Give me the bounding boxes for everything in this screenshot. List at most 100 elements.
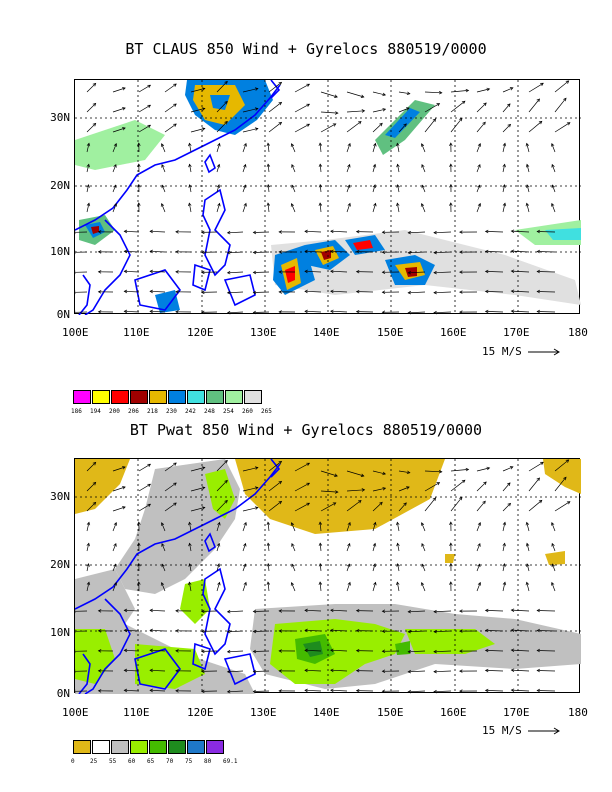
wind-vector-head — [403, 502, 407, 506]
wind-vector-head — [433, 689, 437, 694]
wind-vector-head — [252, 609, 257, 614]
wind-vector — [511, 669, 530, 672]
wind-vector-head — [507, 502, 512, 507]
wind-vector-head — [459, 290, 463, 294]
wind-vector-head — [334, 473, 338, 477]
wind-vector — [398, 91, 410, 95]
legend-swatch — [73, 390, 91, 404]
wind-vector — [528, 121, 543, 133]
wind-vector — [320, 470, 338, 477]
wind-vector-head — [306, 462, 311, 466]
wind-vector-head — [563, 476, 567, 481]
lon-label-120e: 120E — [187, 326, 214, 339]
wind-vector-head — [421, 563, 425, 568]
wind-vector-head — [278, 101, 283, 106]
wind-vector-head — [459, 250, 463, 254]
wind-vector-head — [381, 689, 386, 694]
wind-vector-head — [123, 229, 128, 234]
wind-vector-head — [502, 581, 507, 586]
wind-vector — [86, 164, 90, 173]
wind-vector — [346, 203, 351, 213]
wind-vector-head — [459, 496, 463, 501]
legend-swatch — [187, 740, 205, 754]
wind-vector-head — [536, 289, 541, 294]
wind-vector-head — [217, 581, 221, 586]
wind-vector-head — [372, 563, 377, 567]
wind-vector-head — [465, 88, 470, 93]
wind-vector-head — [330, 628, 334, 633]
wind-vector-head — [290, 203, 295, 207]
wind-vector-head — [243, 142, 247, 147]
wind-vector — [537, 311, 556, 313]
wind-vector-head — [266, 542, 271, 547]
wind-vector-head — [226, 270, 231, 275]
wind-vector-head — [254, 87, 259, 91]
wind-vector — [330, 290, 348, 293]
wind-vector — [421, 203, 426, 213]
wind-vector-head — [216, 163, 221, 168]
wind-vector — [372, 123, 383, 133]
wind-vector-head — [536, 628, 541, 633]
wind-vector-head — [465, 467, 470, 472]
wind-vector — [253, 311, 270, 313]
wind-vectors — [75, 80, 571, 315]
wind-vector-head — [226, 669, 231, 674]
wind-vector-head — [224, 120, 228, 125]
wind-vector — [190, 507, 205, 512]
wind-vector — [330, 270, 348, 273]
wind-vector-head — [318, 542, 323, 547]
wind-vector-head — [355, 309, 360, 314]
wind-vector — [319, 582, 322, 592]
wind-vector — [346, 500, 362, 512]
wind-vector-head — [420, 143, 425, 147]
wind-vector-head — [113, 184, 117, 189]
wind-vector — [150, 230, 166, 233]
wind-vector — [189, 522, 192, 532]
wind-vector-head — [226, 649, 231, 654]
wind-vector-head — [538, 499, 543, 504]
wind-vector — [227, 251, 244, 254]
wind-vector-head — [421, 164, 425, 168]
wind-vector — [138, 84, 151, 93]
wind-vector — [86, 563, 89, 572]
wind-vector-head — [224, 499, 228, 504]
wind-vector — [253, 271, 270, 273]
wind-vector-head — [347, 202, 351, 207]
wind-vector-head — [449, 183, 453, 188]
wind-vector — [398, 470, 410, 474]
wind-vector-head — [304, 309, 308, 314]
wind-vector — [291, 203, 296, 213]
wind-vector-head — [361, 488, 366, 492]
wind-vector — [320, 91, 338, 98]
wind-vector — [408, 610, 426, 613]
wind-vector — [408, 650, 426, 653]
wind-vector — [528, 477, 540, 492]
wind-vector — [150, 649, 166, 652]
legend-swatch — [111, 390, 129, 404]
wind-vector — [346, 110, 365, 113]
wind-vector-head — [355, 269, 360, 274]
lat-label-0n: 0N — [56, 308, 70, 321]
wind-vector-head — [149, 289, 153, 294]
wind-vector-head — [97, 689, 102, 693]
wind-vector-head — [306, 502, 311, 506]
wind-vector — [304, 270, 322, 273]
pwat-shading — [75, 459, 581, 694]
wind-vector — [485, 231, 504, 233]
wind-vector-head — [406, 470, 411, 475]
wind-vector — [86, 123, 96, 133]
wind-vector — [372, 164, 376, 173]
wind-vector-head — [381, 270, 386, 275]
wind-vector-head — [525, 202, 530, 207]
wind-vector-head — [484, 668, 489, 673]
pwat-wind-map — [74, 458, 581, 694]
wind-vector-head — [381, 649, 386, 654]
wind-vector-head — [149, 668, 153, 673]
wind-vector-head — [484, 648, 489, 653]
wind-vector-head — [382, 108, 387, 112]
wind-vector — [450, 479, 466, 492]
wind-vector — [537, 650, 556, 652]
wind-vector — [190, 487, 205, 492]
wind-vector-head — [358, 121, 362, 125]
wind-vector-head — [526, 563, 530, 567]
